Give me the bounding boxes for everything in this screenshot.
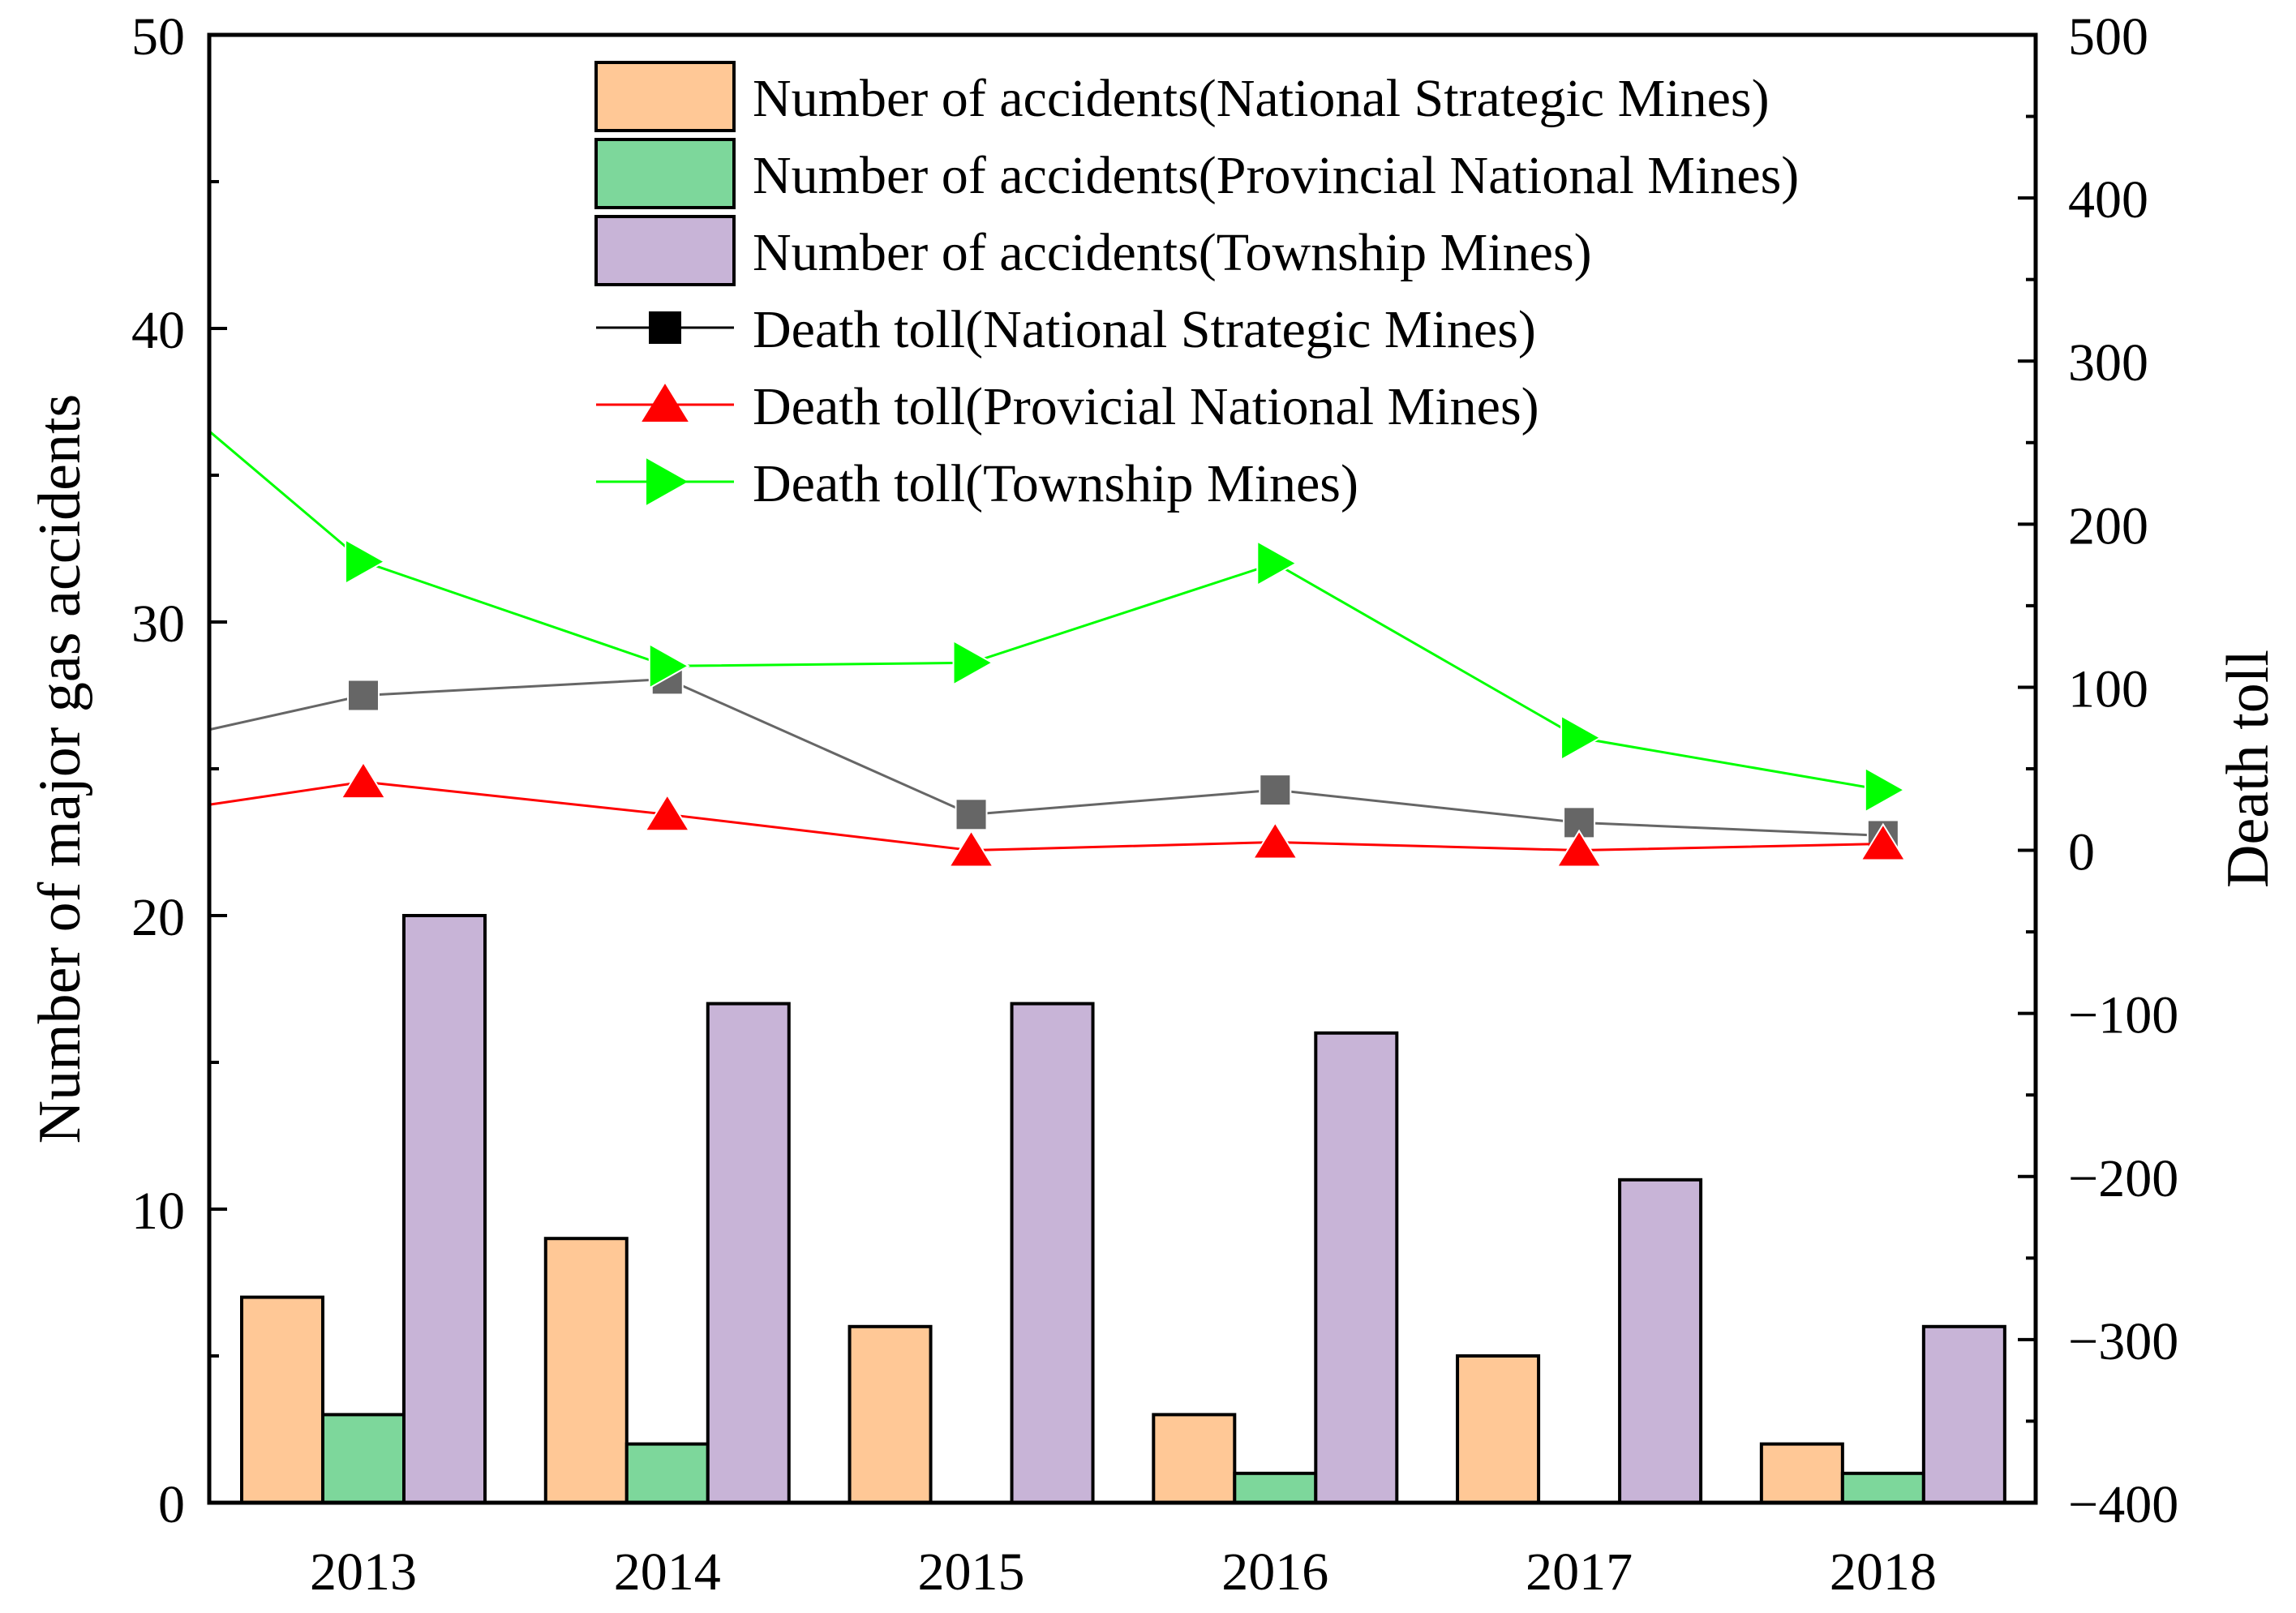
point-deaths-provincial-2014 (643, 793, 691, 832)
legend-marker-provincial (642, 384, 689, 422)
y2-tick-label: 100 (2068, 659, 2148, 719)
bar-national-2015 (848, 1324, 933, 1505)
legend-label-line-township: Death toll(Township Mines) (753, 454, 1358, 513)
bar-provincial-2013 (321, 1413, 406, 1505)
y2-tick-label: 200 (2068, 496, 2148, 556)
legend-label-line-national: Death toll(National Strategic Mines) (753, 300, 1536, 359)
y2-tick-label: −100 (2068, 986, 2178, 1045)
bar-township-2018 (1921, 1324, 2006, 1505)
point-deaths-township-2015 (952, 639, 994, 686)
y2-tick-label: 300 (2068, 333, 2148, 393)
y2-tick-label: 0 (2068, 823, 2095, 882)
legend: Number of accidents(National Strategic M… (594, 61, 1799, 513)
axes-layer: 0 10 20 30 40 50 −400 −300 −200 −100 0 100 200 300 400… (131, 7, 2178, 1602)
bar-township-2014 (706, 1002, 791, 1504)
bar-township-2016 (1314, 1031, 1399, 1505)
y2-tick-label: −300 (2068, 1312, 2178, 1371)
bars-layer (240, 914, 2006, 1505)
bar-national-2018 (1759, 1442, 1844, 1504)
y-tick-label: 20 (131, 888, 185, 947)
x-tick-label: 2016 (1221, 1542, 1328, 1602)
bar-township-2017 (1618, 1178, 1703, 1505)
line-deaths-national (208, 677, 1883, 837)
bar-provincial-2018 (1840, 1471, 1925, 1505)
bar-national-2014 (543, 1237, 629, 1504)
bar-national-2016 (1152, 1413, 1237, 1505)
legend-swatch-bar-provincial (594, 138, 736, 209)
x-tick-label: 2015 (918, 1542, 1025, 1602)
point-deaths-national-2013 (347, 679, 380, 712)
legend-label-bar-township: Number of accidents(Township Mines) (753, 223, 1592, 282)
point-deaths-provincial-2018 (1860, 822, 1907, 861)
bar-national-2017 (1456, 1354, 1541, 1504)
point-deaths-township-2013 (345, 538, 387, 586)
y2-tick-label: −200 (2068, 1149, 2178, 1208)
lines-layer (208, 430, 1907, 868)
line-deaths-provincial (208, 780, 1883, 852)
point-deaths-provincial-2013 (340, 761, 387, 800)
legend-swatch-bar-national (594, 61, 736, 132)
x-tick-label: 2014 (614, 1542, 721, 1602)
x-tick-label: 2018 (1830, 1542, 1937, 1602)
y2-axis-label: Death toll (2215, 650, 2281, 888)
legend-marker-township (646, 458, 689, 505)
point-deaths-township-2018 (1864, 766, 1906, 813)
bar-township-2015 (1010, 1002, 1095, 1504)
y-tick-label: 40 (131, 301, 185, 360)
point-deaths-national-2015 (955, 798, 988, 831)
point-deaths-township-2016 (1256, 539, 1298, 587)
bar-provincial-2014 (624, 1442, 710, 1504)
y-tick-label: 10 (131, 1182, 185, 1241)
legend-swatch-bar-township (594, 215, 736, 286)
point-deaths-national-2016 (1259, 774, 1292, 807)
y2-tick-label: 400 (2068, 170, 2148, 230)
y2-tick-label: −400 (2068, 1475, 2178, 1534)
y-axis-label: Number of major gas accidents (27, 394, 93, 1144)
y-tick-label: 0 (158, 1475, 185, 1534)
y-tick-label: 50 (131, 7, 185, 66)
y2-tick-label: 500 (2068, 7, 2148, 66)
legend-label-line-provincial: Death toll(Provicial National Mines) (753, 377, 1539, 436)
point-deaths-provincial-2015 (947, 829, 995, 868)
x-tick-label: 2017 (1526, 1542, 1633, 1602)
point-deaths-provincial-2016 (1251, 821, 1299, 860)
legend-label-bar-national: Number of accidents(National Strategic M… (753, 69, 1770, 128)
point-deaths-provincial-2017 (1556, 829, 1603, 868)
legend-label-bar-provincial: Number of accidents(Provincial National … (753, 146, 1799, 205)
point-deaths-township-2014 (648, 642, 690, 690)
point-deaths-township-2017 (1560, 714, 1603, 761)
bar-township-2013 (402, 914, 487, 1504)
legend-marker-national (649, 311, 681, 344)
x-tick-label: 2013 (310, 1542, 417, 1602)
bar-provincial-2016 (1233, 1471, 1318, 1505)
bar-national-2013 (240, 1295, 324, 1504)
y-tick-label: 30 (131, 594, 185, 654)
